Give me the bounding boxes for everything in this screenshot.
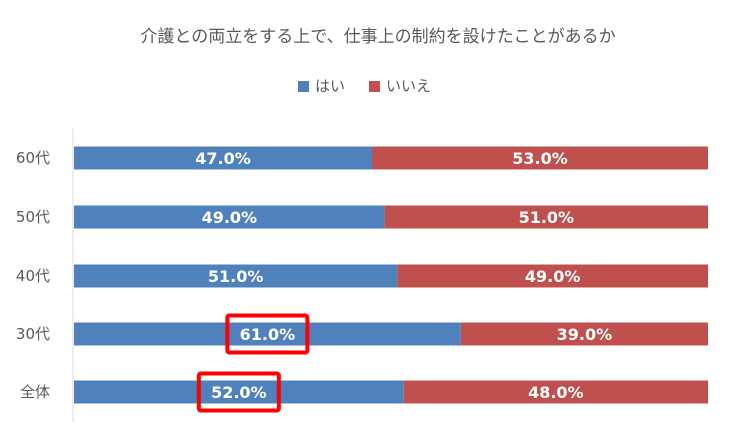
bar-segment (74, 380, 404, 404)
category-label: 60代 (16, 149, 50, 167)
data-label: 51.0% (208, 267, 264, 286)
data-label: 51.0% (519, 208, 575, 227)
category-label: 全体 (20, 383, 50, 401)
legend-swatch-2 (369, 81, 380, 92)
legend-label-1: はい (315, 77, 345, 95)
data-label: 52.0% (211, 383, 267, 402)
category-label: 40代 (16, 267, 50, 285)
data-label: 49.0% (525, 267, 581, 286)
bar-segment (74, 322, 461, 346)
bar-segment (74, 146, 372, 170)
bars-group: 47.0% 53.0% 49.0% 51.0% 51.0% 49.0% 61.0% 39.0%… (74, 146, 708, 413)
category-label: 30代 (16, 325, 50, 343)
legend-swatch-1 (298, 81, 309, 92)
bar-segment (371, 146, 708, 170)
bar-segment (403, 380, 708, 404)
category-label: 50代 (16, 208, 50, 226)
bar-segment (74, 264, 398, 288)
chart-title: 介護との両立をする上で、仕事上の制約を設けたことがあるか (140, 27, 615, 47)
highlight-box (225, 313, 310, 355)
data-label: 61.0% (240, 325, 296, 344)
bar-segment (384, 205, 708, 229)
data-label: 53.0% (512, 149, 568, 168)
data-label: 48.0% (528, 383, 584, 402)
bar-segment (74, 205, 385, 229)
data-label: 49.0% (202, 208, 258, 227)
bar-segment (460, 322, 708, 346)
data-label: 39.0% (557, 325, 613, 344)
legend-label-2: いいえ (386, 77, 431, 95)
highlight-box (196, 371, 281, 413)
bar-segment (397, 264, 708, 288)
data-label: 47.0% (195, 149, 251, 168)
legend: はい いいえ (298, 77, 431, 95)
